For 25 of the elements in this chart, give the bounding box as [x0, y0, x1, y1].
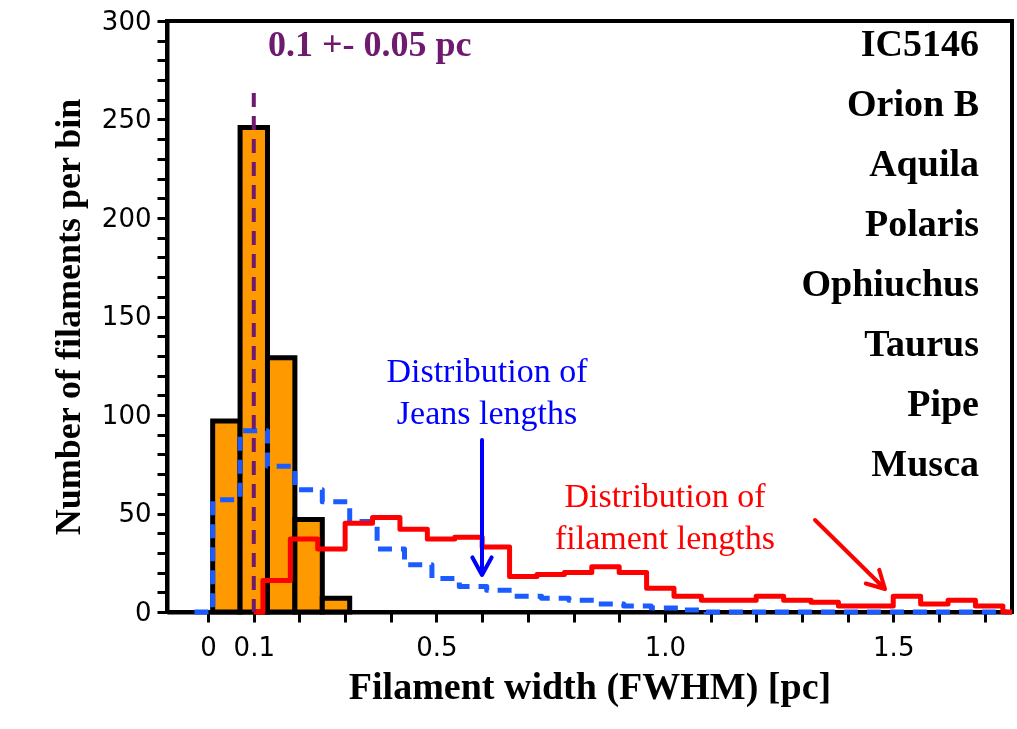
- y-tick-label: 250: [101, 104, 152, 134]
- x-tick-label: 0: [200, 631, 217, 662]
- x-tick-label: 0.5: [416, 631, 458, 662]
- y-tick-label: 50: [118, 498, 152, 528]
- annotation: Musca: [871, 442, 979, 484]
- annotation: Pipe: [907, 382, 979, 424]
- x-tick-label: 0.1: [233, 631, 275, 662]
- annotation: Distribution of Jeans lengths: [386, 352, 589, 431]
- y-tick-label: 200: [101, 202, 152, 233]
- x-tick-label: 1.5: [873, 631, 915, 662]
- annotation: IC5146: [860, 22, 979, 64]
- y-tick-label: 100: [101, 399, 152, 430]
- annotation: Polaris: [865, 202, 979, 244]
- y-axis-title: Number of filaments per bin: [47, 98, 88, 536]
- annotation: Orion B: [847, 82, 979, 124]
- ref-line-label: 0.1 +- 0.05 pc: [268, 24, 472, 64]
- annotation: Distribution of filament lengths: [554, 477, 776, 556]
- annotation: Aquila: [869, 142, 979, 184]
- annotation: Ophiuchus: [801, 262, 979, 304]
- annotation: Taurus: [864, 322, 979, 364]
- x-tick-label: 1.0: [644, 631, 687, 662]
- y-tick-label: 0: [134, 596, 152, 627]
- y-tick-label: 150: [101, 301, 152, 331]
- y-tick-label: 300: [101, 5, 152, 36]
- x-axis-title: Filament width (FWHM) [pc]: [348, 664, 832, 708]
